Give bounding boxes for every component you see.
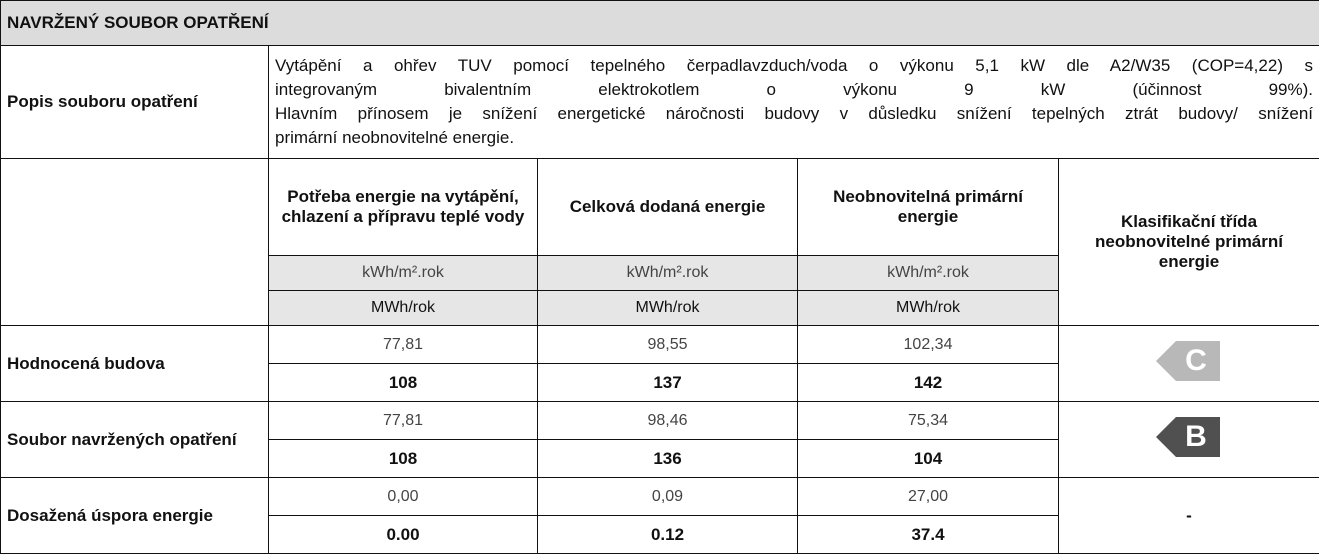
class-cell: B (1059, 402, 1319, 478)
description-label: Popis souboru opatření (1, 46, 269, 159)
row-label: Soubor navržených opatření (1, 402, 269, 478)
class-letter: C (1185, 344, 1207, 377)
class-text: - (1186, 506, 1192, 525)
column-header: Potřeba energie na vytápění, chlazení a … (269, 159, 538, 256)
total: 0.12 (538, 516, 798, 554)
unit: kWh/m².rok (538, 256, 798, 291)
total: 104 (798, 440, 1059, 478)
unit: MWh/rok (269, 291, 538, 326)
unit: MWh/rok (538, 291, 798, 326)
row-label: Hodnocená budova (1, 326, 269, 402)
column-header: Celková dodaná energie (538, 159, 798, 256)
unit: kWh/m².rok (269, 256, 538, 291)
total: 142 (798, 364, 1059, 402)
description-line: integrovaným bivalentním elektrokotlem o… (275, 78, 1313, 102)
value: 98,55 (538, 326, 798, 364)
column-header: Neobnovitelná primární energie (798, 159, 1059, 256)
title: NAVRŽENÝ SOUBOR OPATŘENÍ (1, 1, 1319, 46)
description: Vytápění a ohřev TUV pomocí tepelného če… (269, 46, 1319, 159)
total: 37.4 (798, 516, 1059, 554)
total: 0.00 (269, 516, 538, 554)
unit: MWh/rok (798, 291, 1059, 326)
class-cell: C (1059, 326, 1319, 402)
class-header: Klasifikační třída neobnovitelné primárn… (1059, 159, 1319, 326)
value: 0,00 (269, 478, 538, 516)
description-line: Hlavním přínosem je snížení energetické … (275, 102, 1313, 126)
class-cell: - (1059, 478, 1319, 554)
total: 108 (269, 364, 538, 402)
value: 27,00 (798, 478, 1059, 516)
value: 102,34 (798, 326, 1059, 364)
total: 108 (269, 440, 538, 478)
value: 77,81 (269, 326, 538, 364)
value: 75,34 (798, 402, 1059, 440)
class-letter: B (1185, 420, 1207, 453)
class-badge: B (1154, 415, 1224, 459)
value: 98,46 (538, 402, 798, 440)
class-badge: C (1154, 339, 1224, 383)
row-label: Dosažená úspora energie (1, 478, 269, 554)
description-line: Vytápění a ohřev TUV pomocí tepelného če… (275, 54, 1313, 78)
value: 0,09 (538, 478, 798, 516)
blank-cell (1, 159, 269, 326)
unit: kWh/m².rok (798, 256, 1059, 291)
total: 137 (538, 364, 798, 402)
value: 77,81 (269, 402, 538, 440)
description-line: primární neobnovitelné energie. (275, 126, 1313, 150)
total: 136 (538, 440, 798, 478)
